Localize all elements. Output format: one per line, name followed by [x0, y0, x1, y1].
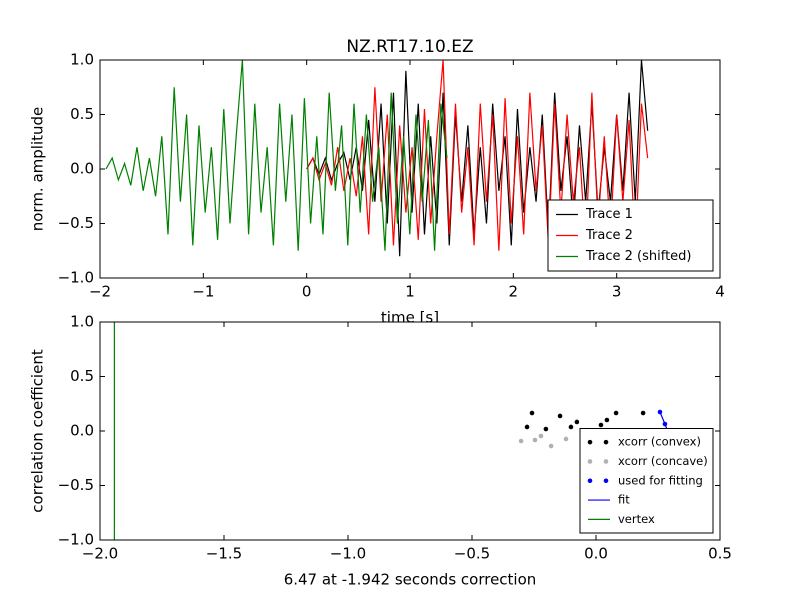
legend-swatch: [587, 439, 593, 445]
legend: Trace 1 Trace 2 Trace 2 (shifted): [547, 199, 714, 272]
x-tick-label: 4: [715, 283, 725, 301]
legend-label: used for fitting: [618, 473, 703, 487]
x-tick-label: −0.5: [454, 545, 490, 563]
x-tick-label: 0.0: [584, 545, 608, 563]
y-tick-label: −0.5: [58, 476, 94, 494]
point: [613, 410, 619, 416]
y-tick-label: −1.0: [58, 531, 94, 549]
axes: −2.0 −1.5 −1.0 −0.5 0.0 0.5 −1.0 −0.5 0.0 0.5 1.0 6…: [29, 313, 732, 589]
point: [557, 413, 563, 419]
y-tick-label: −0.5: [58, 214, 94, 232]
point: [574, 419, 580, 425]
x-tick-label: −2.0: [82, 545, 118, 563]
x-tick-label: −1.0: [330, 545, 366, 563]
point: [640, 410, 646, 416]
point: [563, 436, 569, 442]
legend-label: xcorr (convex): [618, 435, 701, 449]
legend: xcorr (convex) xcorr (concave) used for fi…: [579, 428, 714, 534]
legend-swatch: [603, 439, 609, 445]
point: [524, 424, 530, 430]
point: [538, 433, 544, 439]
x-tick-label: 0.5: [708, 545, 732, 563]
x-tick-label: 3: [612, 283, 622, 301]
series-line: [105, 60, 448, 251]
y-axis-label: correlation coefficient: [29, 349, 47, 513]
chart-title: NZ.RT17.10.EZ: [346, 37, 473, 57]
x-tick-label: 0: [302, 283, 312, 301]
y-tick-label: 1.0: [70, 51, 94, 69]
x-axis-label: 6.47 at -1.942 seconds correction: [284, 571, 537, 589]
y-tick-label: 0.0: [70, 160, 94, 178]
point: [543, 426, 549, 432]
y-tick-label: 0.5: [70, 367, 94, 385]
x-tick-label: −1.5: [206, 545, 242, 563]
point: [532, 437, 538, 443]
legend-label: Trace 2 (shifted): [585, 249, 692, 264]
legend-swatch: [587, 459, 593, 464]
point: [529, 410, 535, 416]
legend-swatch: [587, 478, 593, 484]
plot: [105, 60, 649, 257]
y-tick-label: 0.0: [70, 422, 94, 440]
legend-label: vertex: [618, 512, 655, 526]
x-tick-label: −2: [89, 283, 111, 301]
x-tick-label: 1: [405, 283, 415, 301]
legend-label: Trace 2: [585, 228, 633, 243]
point: [518, 438, 524, 444]
y-tick-label: 1.0: [70, 313, 94, 331]
legend-swatch: [603, 459, 609, 464]
y-axis-label: norm. amplitude: [29, 107, 47, 232]
point: [598, 422, 604, 428]
legend-box: [579, 428, 714, 534]
legend-swatch: [603, 478, 609, 484]
point: [568, 424, 574, 430]
y-tick-label: 0.5: [70, 105, 94, 123]
x-tick-label: −1: [192, 283, 214, 301]
x-tick-label: 2: [509, 283, 519, 301]
y-tick-label: −1.0: [58, 269, 94, 287]
legend-label: xcorr (concave): [618, 454, 708, 468]
point: [548, 443, 554, 449]
point: [604, 417, 610, 423]
legend-label: Trace 1: [585, 207, 633, 222]
legend-label: fit: [618, 493, 630, 507]
